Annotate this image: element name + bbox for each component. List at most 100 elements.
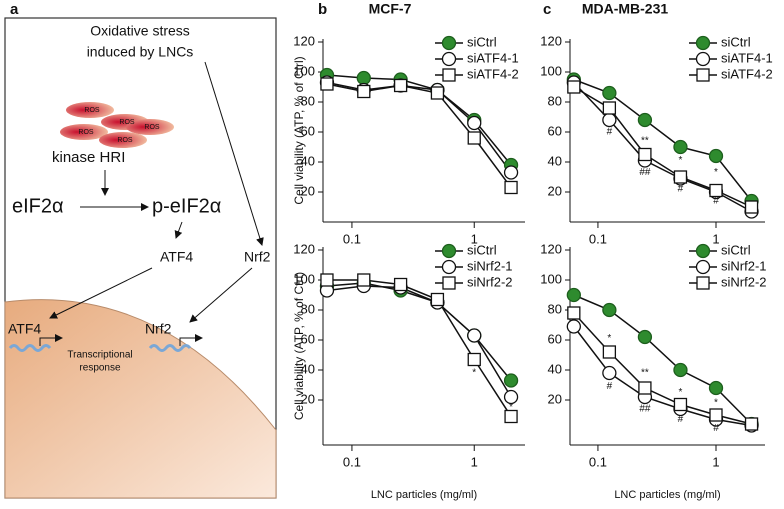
point bbox=[503, 389, 519, 405]
legend-marker bbox=[441, 35, 457, 51]
eif2a-label: eIF2α bbox=[12, 195, 64, 217]
point bbox=[320, 273, 334, 287]
point bbox=[503, 165, 519, 180]
point bbox=[356, 70, 371, 86]
point bbox=[602, 345, 617, 359]
legend-marker bbox=[696, 276, 710, 290]
x-tick-label: 1 bbox=[712, 231, 719, 246]
legend-marker bbox=[441, 243, 457, 259]
y-tick-label: 20 bbox=[301, 183, 315, 198]
arrow bbox=[179, 334, 203, 346]
series-line bbox=[573, 312, 752, 425]
cell-region bbox=[4, 299, 277, 499]
legend-label: siCtrl bbox=[721, 242, 751, 257]
arrow bbox=[49, 267, 153, 319]
ros-label: ROS bbox=[78, 129, 94, 136]
point bbox=[708, 380, 724, 396]
legend-marker bbox=[441, 51, 457, 67]
arrow bbox=[39, 334, 63, 346]
legend-label: siATF4-2 bbox=[721, 66, 773, 81]
y-tick-label: 120 bbox=[540, 241, 562, 256]
series-line bbox=[573, 81, 752, 213]
point bbox=[467, 115, 482, 131]
point bbox=[673, 397, 688, 412]
stress-text: Oxidative stress bbox=[90, 23, 190, 39]
nuclear-atf4: ATF4 bbox=[8, 321, 41, 337]
point bbox=[566, 319, 581, 334]
y-tick-label: 120 bbox=[293, 33, 315, 48]
point bbox=[673, 170, 688, 184]
x-tick-label: 1 bbox=[471, 454, 478, 469]
legend-label: siATF4-1 bbox=[467, 50, 519, 65]
y-tick-label: 120 bbox=[540, 33, 562, 48]
significance-mark: ** bbox=[641, 368, 649, 379]
y-tick-label: 20 bbox=[548, 391, 562, 406]
y-tick-label: 40 bbox=[548, 361, 562, 376]
legend-marker bbox=[696, 68, 710, 82]
point bbox=[430, 292, 445, 307]
p-eif2a-label: p-eIF2α bbox=[152, 195, 221, 217]
point bbox=[637, 112, 653, 128]
y-tick-label: 60 bbox=[301, 331, 315, 346]
y-axis-label: Cell viability (ATP, % of Ctrl) bbox=[292, 56, 306, 204]
series-line bbox=[573, 86, 752, 208]
y-axis-label: Cell viability (ATP, % of Ctrl) bbox=[292, 272, 306, 420]
arrow bbox=[174, 221, 183, 239]
point bbox=[709, 183, 723, 198]
y-tick-label: 100 bbox=[540, 63, 562, 78]
legend-label: siCtrl bbox=[467, 34, 497, 49]
panel-label: a bbox=[10, 1, 19, 18]
y-tick-label: 40 bbox=[301, 361, 315, 376]
atf4-label: ATF4 bbox=[160, 249, 193, 265]
series-line bbox=[326, 279, 512, 417]
ros-blob bbox=[126, 119, 174, 135]
y-tick-label: 100 bbox=[293, 271, 315, 286]
x-tick-label: 0.1 bbox=[589, 454, 607, 469]
x-tick-label: 1 bbox=[471, 231, 478, 246]
arrow bbox=[189, 267, 253, 323]
legend-label: siATF4-1 bbox=[721, 50, 773, 65]
legend-label: siNrf2-2 bbox=[467, 274, 513, 289]
legend-marker bbox=[442, 68, 456, 82]
point bbox=[467, 352, 481, 367]
y-tick-label: 80 bbox=[301, 93, 315, 108]
y-tick-label: 60 bbox=[548, 331, 562, 346]
significance-mark: # bbox=[607, 127, 613, 138]
legend-label: siNrf2-1 bbox=[721, 258, 767, 273]
significance-mark: ## bbox=[639, 167, 651, 178]
point bbox=[602, 112, 617, 128]
point bbox=[393, 78, 408, 93]
legend-marker bbox=[695, 259, 711, 275]
x-axis-label: LNC particles (mg/ml) bbox=[614, 489, 720, 501]
point bbox=[673, 139, 688, 155]
point bbox=[566, 287, 581, 303]
ros-label: ROS bbox=[144, 124, 160, 131]
x-tick-label: 0.1 bbox=[343, 454, 361, 469]
point bbox=[467, 328, 482, 343]
stress-text: induced by LNCs bbox=[87, 44, 194, 60]
point bbox=[602, 365, 617, 381]
significance-mark: * bbox=[509, 402, 513, 413]
y-tick-label: 80 bbox=[548, 301, 562, 316]
panel-label: c bbox=[543, 1, 551, 18]
arrow bbox=[204, 61, 264, 246]
chart-title: MDA-MB-231 bbox=[582, 1, 669, 17]
significance-mark: * bbox=[714, 398, 718, 409]
y-tick-label: 100 bbox=[540, 271, 562, 286]
significance-mark: ** bbox=[641, 136, 649, 147]
x-axis-label: LNC particles (mg/ml) bbox=[371, 489, 477, 501]
significance-mark: # bbox=[678, 414, 684, 425]
legend-label: siATF4-2 bbox=[467, 66, 519, 81]
point bbox=[567, 306, 581, 320]
ros-label: ROS bbox=[119, 119, 135, 126]
y-tick-label: 120 bbox=[293, 241, 315, 256]
legend-marker bbox=[695, 51, 711, 67]
point bbox=[357, 84, 371, 99]
point bbox=[467, 131, 481, 145]
point bbox=[602, 302, 617, 318]
legend-marker bbox=[441, 259, 457, 275]
significance-mark: # bbox=[713, 196, 719, 207]
response-text: Transcriptional bbox=[67, 350, 132, 361]
significance-mark: # bbox=[678, 184, 684, 195]
